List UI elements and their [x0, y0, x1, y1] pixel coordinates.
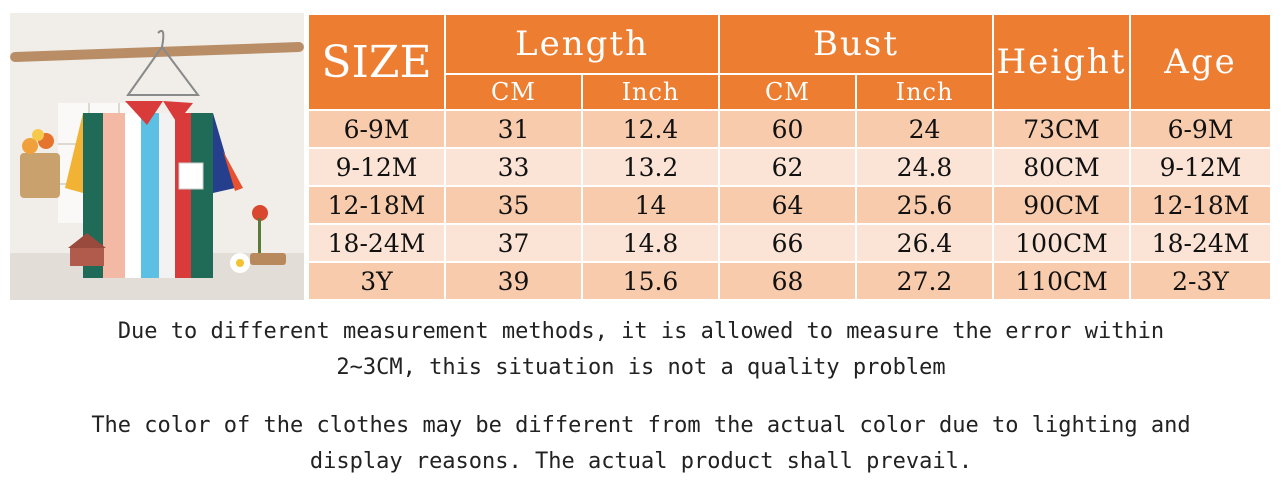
bust-cm-cell: 60 [718, 109, 858, 149]
size-cell: 12-18M [307, 185, 446, 225]
bust-inch-cell: 24 [855, 109, 995, 149]
length-inch-cell: 15.6 [580, 261, 721, 301]
bust-header: Bust [718, 13, 995, 75]
measurement-note-line-2: 2~3CM, this situation is not a quality p… [336, 355, 946, 380]
size-cell: 9-12M [307, 147, 446, 187]
bust-inch-header: Inch [855, 73, 995, 111]
size-header: SIZE [307, 13, 446, 111]
height-cell: 100CM [992, 223, 1132, 263]
size-chart-table: SIZE Length Bust Height Age CM Inch CM I… [307, 13, 1273, 301]
length-inch-cell: 13.2 [580, 147, 721, 187]
age-cell: 2-3Y [1129, 261, 1273, 301]
table-row: 6-9M 31 12.4 60 24 73CM 6-9M [307, 109, 1273, 149]
height-cell: 90CM [992, 185, 1132, 225]
length-cm-header: CM [444, 73, 583, 111]
length-inch-cell: 14.8 [580, 223, 721, 263]
bust-inch-cell: 24.8 [855, 147, 995, 187]
bust-cm-cell: 64 [718, 185, 858, 225]
length-inch-cell: 14 [580, 185, 721, 225]
product-photo [10, 13, 304, 300]
bust-inch-cell: 25.6 [855, 185, 995, 225]
height-cell: 80CM [992, 147, 1132, 187]
age-cell: 12-18M [1129, 185, 1273, 225]
bust-cm-cell: 66 [718, 223, 858, 263]
length-header: Length [443, 13, 721, 75]
length-cm-cell: 33 [444, 147, 583, 187]
length-cm-cell: 39 [444, 261, 583, 301]
height-header: Height [992, 13, 1132, 111]
table-row: 3Y 39 15.6 68 27.2 110CM 2-3Y [307, 261, 1273, 301]
age-cell: 6-9M [1129, 109, 1273, 149]
table-row: 18-24M 37 14.8 66 26.4 100CM 18-24M [307, 223, 1273, 263]
size-cell: 6-9M [307, 109, 446, 149]
size-cell: 3Y [307, 261, 446, 301]
height-cell: 110CM [992, 261, 1132, 301]
table-row: 12-18M 35 14 64 25.6 90CM 12-18M [307, 185, 1273, 225]
bust-inch-cell: 26.4 [855, 223, 995, 263]
size-cell: 18-24M [307, 223, 446, 263]
striped-shirt-illustration [20, 29, 286, 278]
color-note-line-1: The color of the clothes may be differen… [91, 413, 1191, 438]
length-inch-header: Inch [580, 73, 721, 111]
age-cell: 9-12M [1129, 147, 1273, 187]
bust-cm-cell: 68 [718, 261, 858, 301]
color-note-line-2: display reasons. The actual product shal… [309, 449, 973, 474]
bust-cm-header: CM [718, 73, 858, 111]
measurement-note-line-1: Due to different measurement methods, it… [117, 319, 1165, 344]
table-row: 9-12M 33 13.2 62 24.8 80CM 9-12M [307, 147, 1273, 187]
height-cell: 73CM [992, 109, 1132, 149]
length-cm-cell: 31 [444, 109, 583, 149]
length-inch-cell: 12.4 [580, 109, 721, 149]
length-cm-cell: 37 [444, 223, 583, 263]
age-cell: 18-24M [1129, 223, 1273, 263]
bust-cm-cell: 62 [718, 147, 858, 187]
length-cm-cell: 35 [444, 185, 583, 225]
bust-inch-cell: 27.2 [855, 261, 995, 301]
age-header: Age [1129, 13, 1273, 111]
